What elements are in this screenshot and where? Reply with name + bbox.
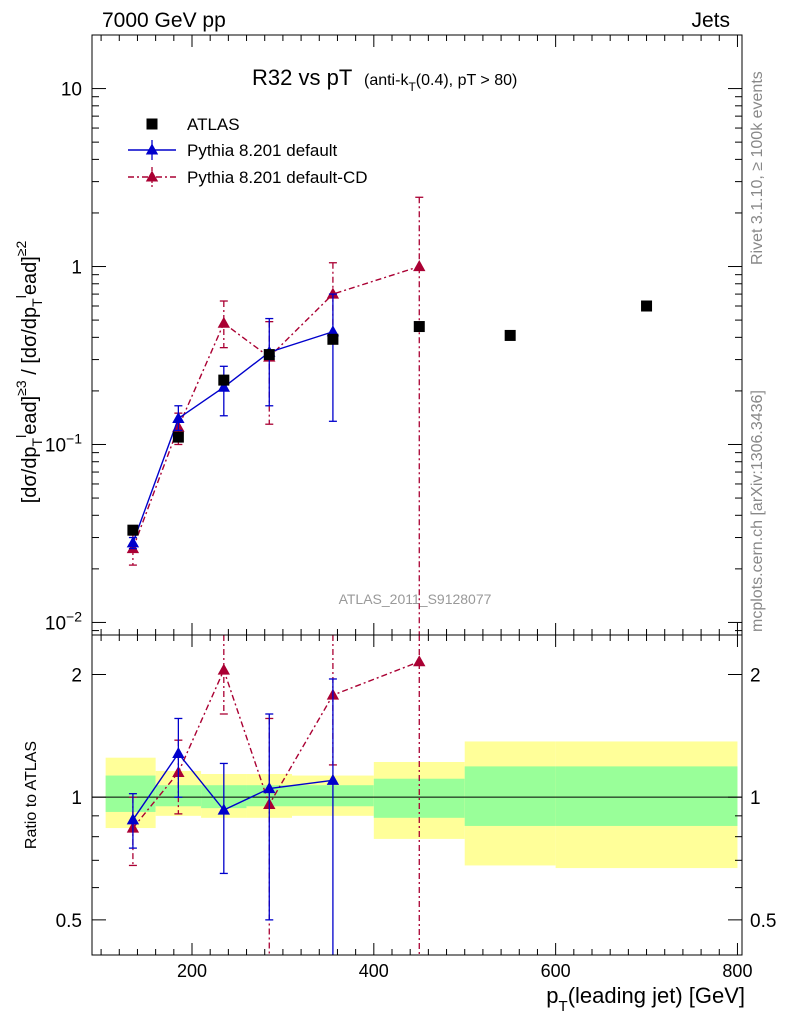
legend-marker-default [145, 143, 159, 155]
series-line [132, 661, 420, 829]
mcplots-label: mcplots.cern.ch [arXiv:1306.3436] [749, 390, 766, 632]
legend-marker-atlas [146, 118, 158, 130]
chart-title: R32 vs pT (anti-kT(0.4), pT > 80) [252, 65, 517, 94]
y-tick-label: 10 [61, 80, 82, 101]
chart-title-sub-post: (0.4), pT > 80) [416, 72, 518, 89]
y-tick-label: 10−2 [45, 608, 82, 634]
y-tick-label: 2 [71, 665, 82, 686]
ratio-uncertainty-bands [92, 741, 742, 869]
rivet-label: Rivet 3.1.10, ≥ 100k events [749, 71, 766, 265]
x-axis-label-pre: p [546, 983, 558, 1008]
legend-label: Pythia 8.201 default-CD [187, 168, 368, 187]
data-point-triangle [217, 663, 230, 675]
y-tick-label: 1 [71, 788, 82, 809]
data-point-triangle [126, 536, 140, 548]
y-axis-label-main: [dσ/dpTlead]≥3 / [dσ/dpTlead]≥2 [13, 241, 45, 504]
header-right: Jets [691, 9, 730, 32]
header-left: 7000 GeV pp [102, 9, 226, 32]
band-inner [464, 766, 556, 826]
data-point-triangle [217, 316, 230, 328]
series-line [132, 265, 420, 549]
legend-label: ATLAS [187, 115, 240, 134]
data-point-triangle [413, 260, 426, 272]
data-point-square [641, 300, 653, 312]
chart-title-sub-sub: T [408, 80, 416, 94]
data-point-triangle [172, 411, 185, 424]
watermark: ATLAS_2011_S9128077 [339, 591, 492, 607]
x-axis-label-sub: T [559, 998, 568, 1015]
data-point-triangle [217, 380, 230, 392]
y-tick-label: 1 [71, 258, 82, 279]
data-point-square [218, 374, 230, 386]
data-point-square [127, 524, 139, 536]
data-point-square [172, 431, 184, 443]
legend-marker-cd [145, 170, 159, 182]
x-tick-label: 400 [359, 961, 389, 981]
data-point-square [504, 329, 516, 341]
x-axis-label-post: (leading jet) [GeV] [568, 983, 745, 1008]
data-point-triangle [263, 782, 276, 794]
y-axis-label-ratio: Ratio to ATLAS [23, 741, 40, 849]
data-point-triangle [326, 773, 340, 785]
data-point-square [263, 349, 275, 361]
x-tick-label: 200 [177, 961, 207, 981]
data-point-triangle [217, 803, 230, 815]
y-tick-label-right: 1 [750, 788, 761, 809]
x-axis-label: pT(leading jet) [GeV] [546, 983, 745, 1015]
data-point-triangle [326, 325, 340, 337]
x-tick-label: 600 [541, 961, 571, 981]
y-tick-label-right: 0.5 [750, 911, 776, 932]
legend: ATLAS Pythia 8.201 default Pythia 8.201 de… [128, 115, 368, 187]
y-tick-label: 0.5 [56, 911, 82, 932]
data-point-triangle [413, 655, 426, 667]
data-point-triangle [126, 813, 140, 825]
axes-ticks: 200 400 600 800 10−2 10−1 1 10 0.5 0.5 1 1 2 2 [45, 34, 776, 981]
y-tick-label-right: 2 [750, 665, 761, 686]
data-point-square [327, 333, 339, 345]
legend-label: Pythia 8.201 default [187, 141, 338, 160]
x-tick-label: 800 [722, 961, 752, 981]
data-point-triangle [172, 746, 185, 759]
y-tick-label: 10−1 [45, 430, 82, 456]
chart-title-main: R32 vs pT [252, 65, 352, 90]
data-point-triangle [326, 287, 340, 299]
data-series [126, 196, 653, 955]
ratio-panel-frame [91, 634, 743, 956]
data-point-square [413, 321, 425, 333]
series-line [132, 331, 334, 544]
chart-title-sub-pre: (anti-k [364, 72, 409, 89]
band-inner [555, 766, 738, 826]
